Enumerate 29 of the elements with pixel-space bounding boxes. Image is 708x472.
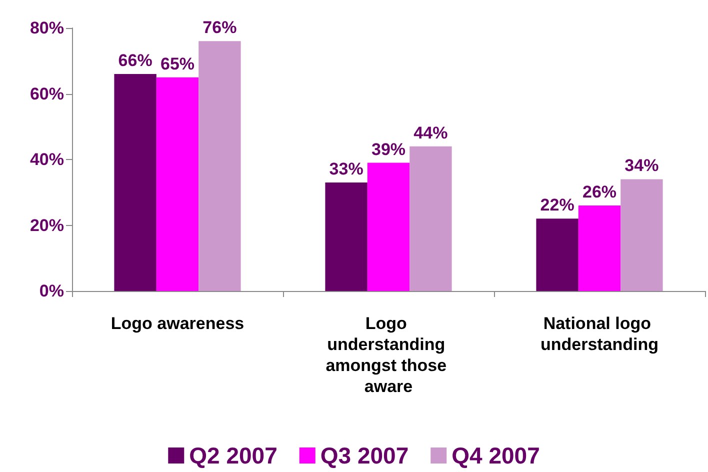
bar — [325, 182, 368, 291]
bar — [198, 41, 241, 291]
bar — [578, 206, 621, 291]
x-tick-label: National logo understanding — [540, 314, 659, 354]
y-tick-label: 20% — [30, 216, 64, 235]
y-tick-label: 0% — [39, 282, 64, 300]
bar — [410, 146, 452, 291]
bar — [156, 77, 199, 291]
data-label: 34% — [624, 156, 659, 176]
y-tick-label: 40% — [30, 150, 64, 169]
x-tick-label: Logo awareness — [110, 314, 244, 333]
y-tick-label: 80% — [30, 18, 64, 38]
bar — [536, 218, 578, 291]
legend-label: Q2 2007 — [189, 442, 278, 468]
data-label: 65% — [160, 54, 195, 74]
data-label: 39% — [371, 140, 406, 159]
data-label: 26% — [582, 182, 617, 202]
bar — [114, 74, 156, 291]
y-tick-label: 60% — [30, 84, 64, 104]
data-label: 44% — [414, 123, 448, 142]
data-label: 66% — [118, 51, 152, 70]
data-label: 22% — [540, 196, 574, 215]
legend-label: Q3 2007 — [320, 442, 409, 468]
bar — [620, 179, 663, 291]
x-tick-label: Logo understanding amongst those aware — [326, 314, 452, 396]
data-label: 76% — [202, 18, 237, 38]
data-label: 33% — [329, 160, 364, 179]
bar — [367, 162, 410, 291]
legend-label: Q4 2007 — [452, 442, 540, 468]
